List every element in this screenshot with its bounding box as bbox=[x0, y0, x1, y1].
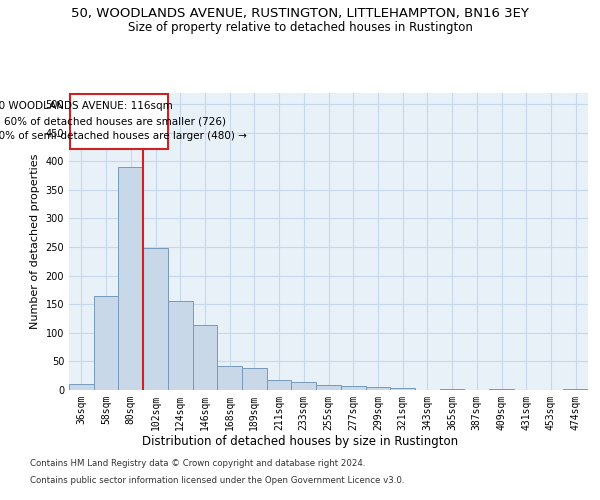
Bar bbox=[316, 386, 341, 390]
Bar bbox=[440, 389, 464, 390]
Bar bbox=[168, 302, 193, 390]
Text: Size of property relative to detached houses in Rustington: Size of property relative to detached ho… bbox=[128, 21, 472, 34]
Y-axis label: Number of detached properties: Number of detached properties bbox=[30, 154, 40, 329]
Bar bbox=[390, 388, 415, 390]
Bar bbox=[94, 296, 118, 390]
Bar bbox=[292, 382, 316, 390]
Bar bbox=[217, 366, 242, 390]
Bar bbox=[341, 386, 365, 390]
Bar bbox=[118, 167, 143, 390]
Bar bbox=[70, 94, 169, 148]
Bar bbox=[143, 248, 168, 390]
Bar bbox=[267, 380, 292, 390]
Bar bbox=[242, 368, 267, 390]
Bar bbox=[193, 326, 217, 390]
Text: 50, WOODLANDS AVENUE, RUSTINGTON, LITTLEHAMPTON, BN16 3EY: 50, WOODLANDS AVENUE, RUSTINGTON, LITTLE… bbox=[71, 8, 529, 20]
Text: Contains HM Land Registry data © Crown copyright and database right 2024.: Contains HM Land Registry data © Crown c… bbox=[30, 458, 365, 468]
Bar bbox=[489, 389, 514, 390]
Bar bbox=[563, 389, 588, 390]
Text: Distribution of detached houses by size in Rustington: Distribution of detached houses by size … bbox=[142, 435, 458, 448]
Text: 50 WOODLANDS AVENUE: 116sqm
← 60% of detached houses are smaller (726)
40% of se: 50 WOODLANDS AVENUE: 116sqm ← 60% of det… bbox=[0, 102, 247, 141]
Bar bbox=[69, 384, 94, 390]
Bar bbox=[365, 387, 390, 390]
Text: Contains public sector information licensed under the Open Government Licence v3: Contains public sector information licen… bbox=[30, 476, 404, 485]
